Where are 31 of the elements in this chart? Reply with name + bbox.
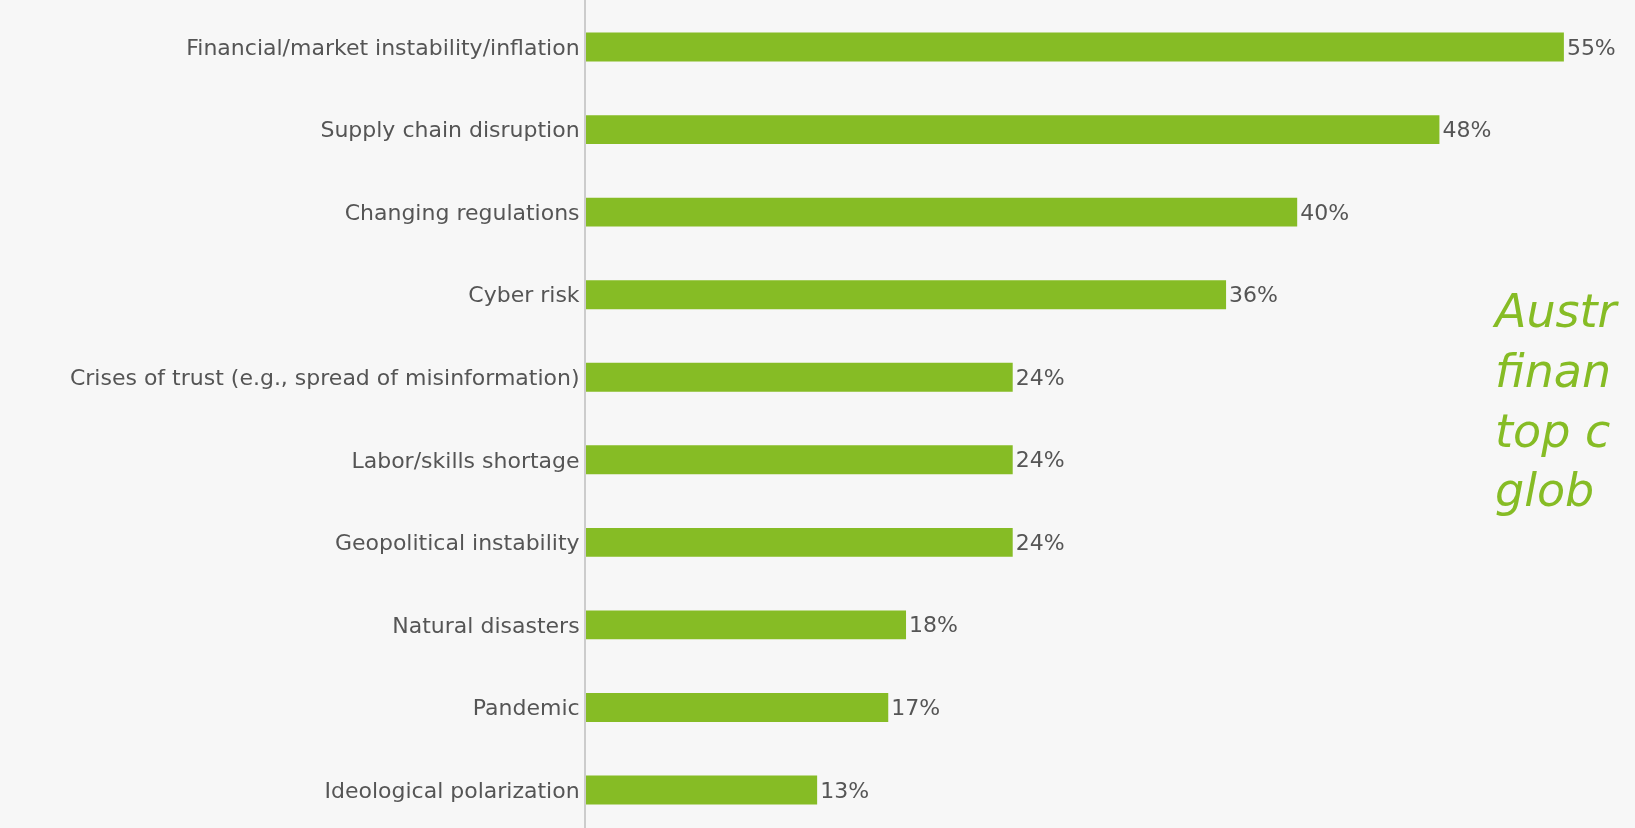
bar xyxy=(586,362,1013,392)
annotation: Austr finan top c glob xyxy=(1492,284,1620,518)
data-label: 24% xyxy=(1015,447,1065,473)
bar xyxy=(586,693,889,722)
y-tick-label: Cyber risk xyxy=(468,282,580,308)
y-tick-label: Pandemic xyxy=(472,695,580,721)
data-label: 17% xyxy=(891,694,941,720)
data-label: 24% xyxy=(1015,529,1065,555)
bar xyxy=(586,775,818,805)
bar xyxy=(586,527,1013,557)
y-tick-label: Financial/market instability/inflation xyxy=(186,34,580,60)
bar xyxy=(586,610,907,640)
y-tick-label: Geopolitical instability xyxy=(334,530,580,556)
data-label: 24% xyxy=(1015,364,1065,390)
bar xyxy=(586,280,1227,310)
data-label: 36% xyxy=(1229,282,1278,308)
data-label: 48% xyxy=(1442,117,1492,143)
y-tick-label: Labor/skills shortage xyxy=(351,447,580,473)
data-label: 55% xyxy=(1566,34,1616,60)
bar xyxy=(586,445,1013,475)
bar xyxy=(586,32,1564,62)
y-tick-label: Ideological polarization xyxy=(324,777,580,803)
bar xyxy=(586,115,1440,145)
data-label: 18% xyxy=(909,612,958,638)
y-tick-label: Natural disasters xyxy=(392,612,580,638)
y-tick-label: Changing regulations xyxy=(344,199,580,225)
data-label: 40% xyxy=(1300,199,1350,225)
y-tick-label: Supply chain disruption xyxy=(320,117,580,143)
bar xyxy=(586,197,1298,227)
y-tick-label: Crises of trust (e.g., spread of misinformation) xyxy=(69,364,580,390)
data-label: 13% xyxy=(820,777,870,803)
